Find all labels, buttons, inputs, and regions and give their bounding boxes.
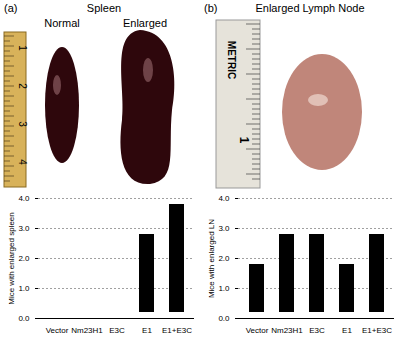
svg-text:METRIC: METRIC bbox=[226, 41, 237, 79]
svg-text:Vector: Vector bbox=[46, 326, 69, 335]
svg-text:1.0: 1.0 bbox=[18, 284, 30, 293]
svg-text:Spleen: Spleen bbox=[87, 2, 121, 14]
svg-text:Nm23H1: Nm23H1 bbox=[71, 326, 103, 335]
svg-text:1.0: 1.0 bbox=[218, 284, 230, 293]
svg-text:E1: E1 bbox=[342, 326, 352, 335]
svg-text:3: 3 bbox=[17, 121, 28, 127]
svg-text:2.0: 2.0 bbox=[18, 254, 30, 263]
svg-text:Nm23H1: Nm23H1 bbox=[271, 326, 303, 335]
svg-text:0.0: 0.0 bbox=[18, 314, 30, 323]
svg-text:2: 2 bbox=[17, 83, 28, 89]
svg-text:Vector: Vector bbox=[246, 326, 269, 335]
svg-text:0.0: 0.0 bbox=[218, 314, 230, 323]
svg-text:Mice with enlarged spleen: Mice with enlarged spleen bbox=[7, 212, 16, 305]
svg-text:E1+E3C: E1+E3C bbox=[162, 326, 192, 335]
svg-text:3.0: 3.0 bbox=[218, 224, 230, 233]
svg-text:4.0: 4.0 bbox=[218, 194, 230, 203]
svg-text:Mice with enlarged LN: Mice with enlarged LN bbox=[207, 219, 216, 298]
svg-text:2.0: 2.0 bbox=[218, 254, 230, 263]
svg-text:E3C: E3C bbox=[309, 326, 325, 335]
svg-text:E1: E1 bbox=[142, 326, 152, 335]
svg-text:3.0: 3.0 bbox=[18, 224, 30, 233]
svg-text:E1+E3C: E1+E3C bbox=[362, 326, 392, 335]
svg-text:E3C: E3C bbox=[109, 326, 125, 335]
svg-text:Normal: Normal bbox=[44, 17, 79, 29]
svg-text:Enlarged: Enlarged bbox=[123, 17, 167, 29]
svg-text:4.0: 4.0 bbox=[18, 194, 30, 203]
svg-text:1: 1 bbox=[237, 137, 251, 144]
svg-text:4: 4 bbox=[17, 159, 28, 165]
svg-text:1: 1 bbox=[17, 45, 28, 51]
svg-text:Enlarged Lymph Node: Enlarged Lymph Node bbox=[255, 2, 364, 14]
svg-text:(a): (a) bbox=[4, 2, 17, 14]
svg-text:(b): (b) bbox=[204, 2, 217, 14]
